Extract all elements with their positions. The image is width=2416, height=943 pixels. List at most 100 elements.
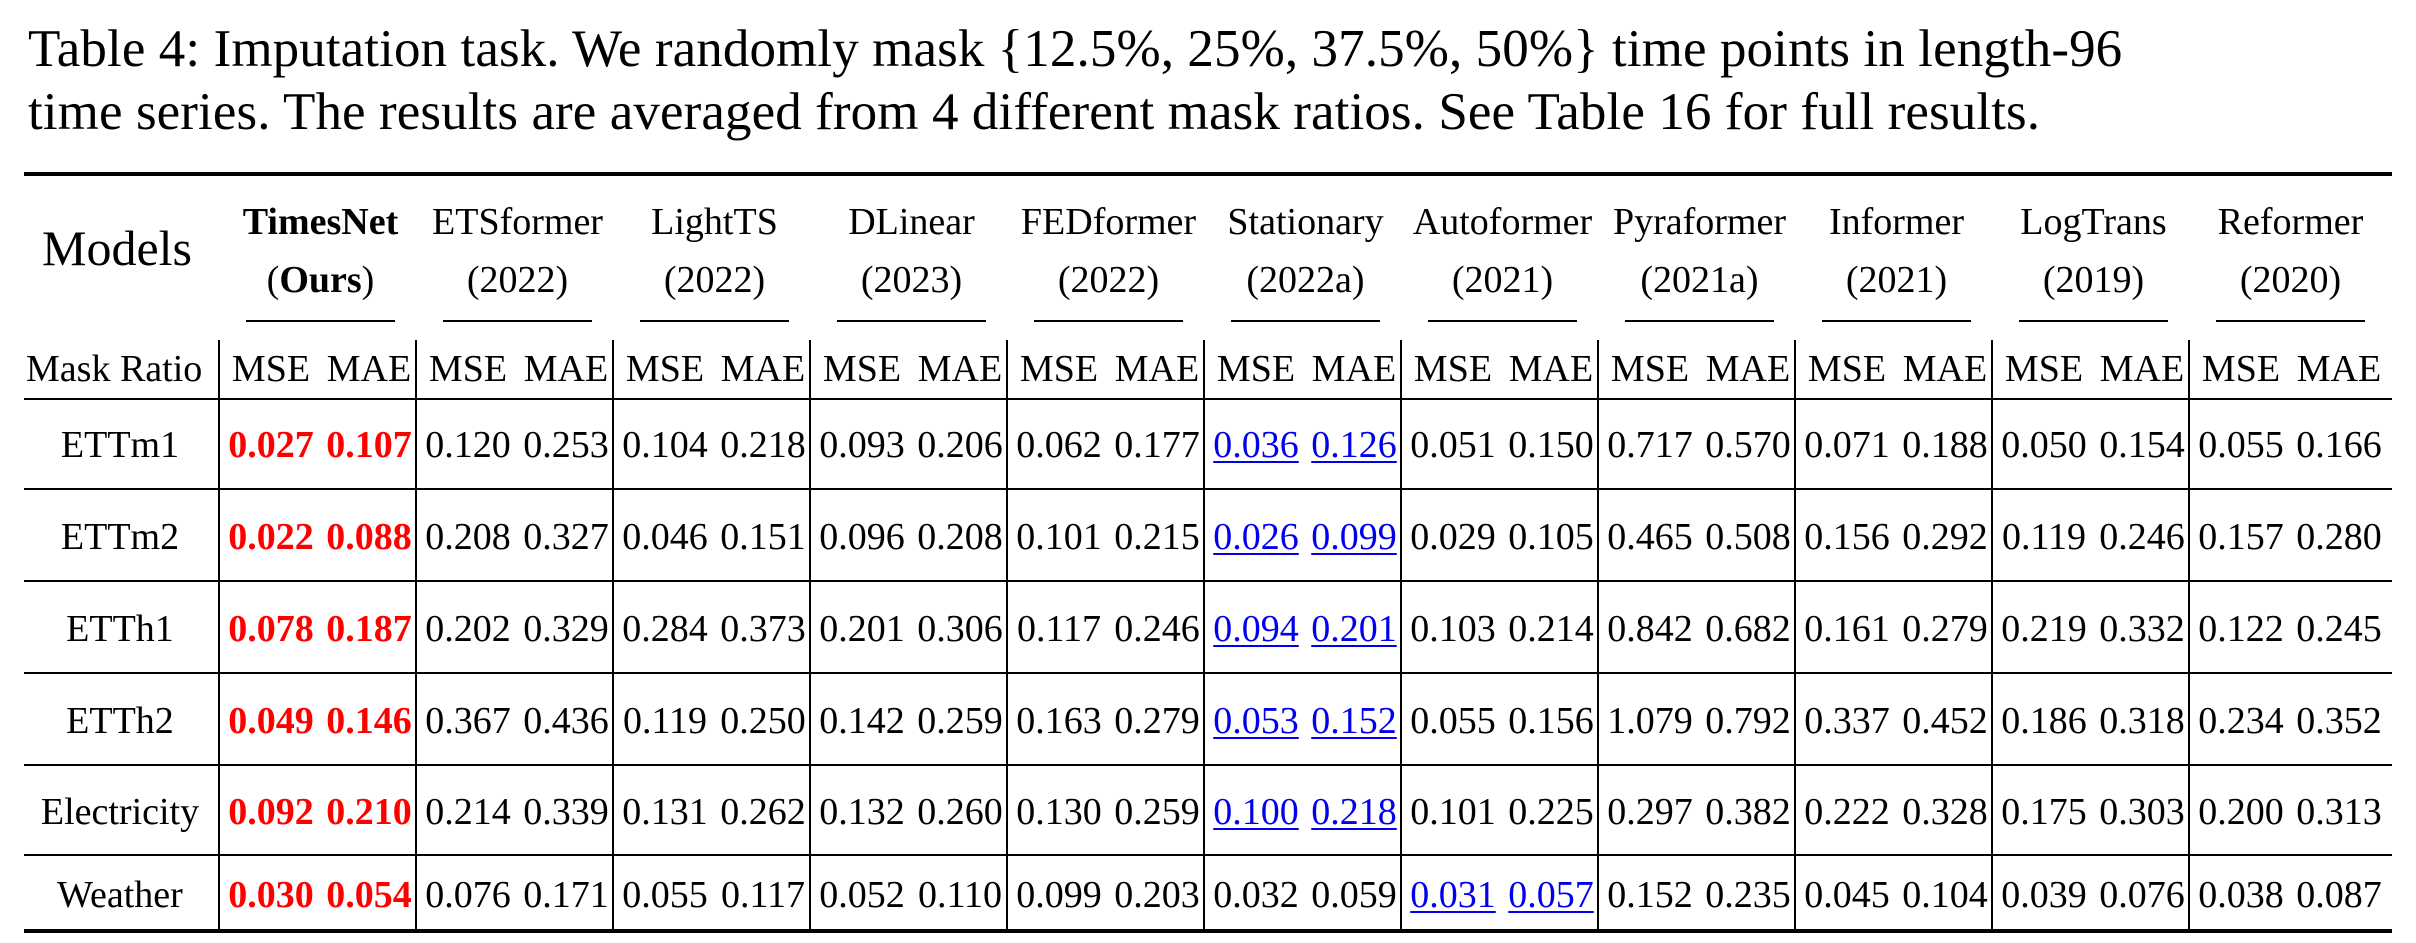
model-name-informer: Informer [1828, 201, 1965, 243]
table-cell: 0.031 [1410, 873, 1496, 916]
metric-header-mae: MAE [1705, 348, 1791, 390]
metric-header-mae: MAE [1508, 348, 1594, 390]
table-cell: 0.078 [228, 608, 314, 650]
table-cell: 0.154 [2099, 424, 2185, 466]
row-rule [24, 854, 2392, 856]
column-separator [1991, 340, 1993, 929]
metric-header-mse: MSE [1216, 348, 1296, 390]
table-cell: 0.367 [425, 700, 511, 742]
table-cell: 0.030 [228, 873, 314, 916]
table-cell: 0.202 [425, 608, 511, 650]
table-cell: 0.053 [1213, 700, 1299, 742]
mask-ratio-label: Mask Ratio [26, 348, 203, 390]
table-cell: 0.842 [1607, 608, 1693, 650]
metric-header-mae: MAE [2099, 348, 2185, 390]
column-separator [1597, 340, 1599, 929]
table-cell: 0.246 [1114, 608, 1200, 650]
table-cell: 0.039 [2001, 873, 2087, 916]
table-cell: 0.050 [2001, 424, 2087, 466]
table-cell: 0.157 [2198, 516, 2284, 558]
table-cell: 0.152 [1311, 700, 1397, 742]
dataset-label: ETTh1 [66, 608, 174, 650]
table-cell: 0.250 [720, 700, 806, 742]
table-cell: 0.245 [2296, 608, 2382, 650]
table-cell: 0.327 [523, 516, 609, 558]
table-cell: 0.200 [2198, 791, 2284, 833]
table-cell: 0.352 [2296, 700, 2382, 742]
metric-header-mse: MSE [1019, 348, 1099, 390]
metric-header-mse: MSE [231, 348, 311, 390]
table-cell: 0.682 [1705, 608, 1791, 650]
table-cell: 0.119 [622, 700, 708, 742]
table-cell: 0.161 [1804, 608, 1890, 650]
table-cell: 0.452 [1902, 700, 1988, 742]
table-cell: 0.057 [1508, 873, 1594, 916]
table-cell: 0.151 [720, 516, 806, 558]
ours-label: Ours [279, 259, 362, 301]
table-cell: 0.032 [1213, 873, 1299, 916]
table-cell: 0.188 [1902, 424, 1988, 466]
table-cell: 0.156 [1508, 700, 1594, 742]
dataset-label: ETTh2 [66, 700, 174, 742]
table-cell: 0.076 [2099, 873, 2185, 916]
table-cell: 0.337 [1804, 700, 1890, 742]
table-cell: 0.297 [1607, 791, 1693, 833]
table-cell: 0.214 [425, 791, 511, 833]
table-cell: 0.029 [1410, 516, 1496, 558]
table-cell: 0.246 [2099, 516, 2185, 558]
caption-line-1: Table 4: Imputation task. We randomly ma… [28, 20, 2123, 78]
table-cell: 0.156 [1804, 516, 1890, 558]
table-cell: 0.110 [917, 873, 1003, 916]
table-cell: 0.186 [2001, 700, 2087, 742]
table-cell: 0.208 [425, 516, 511, 558]
table-cell: 0.570 [1705, 424, 1791, 466]
table-cell: 0.222 [1804, 791, 1890, 833]
table-cell: 0.329 [523, 608, 609, 650]
table-cell: 0.339 [523, 791, 609, 833]
model-header-underline [246, 320, 395, 322]
table-cell: 0.792 [1705, 700, 1791, 742]
table-cell: 0.054 [326, 873, 412, 916]
metric-header-mse: MSE [428, 348, 508, 390]
table-cell: 0.280 [2296, 516, 2382, 558]
table-cell: 0.214 [1508, 608, 1594, 650]
table-cell: 0.117 [720, 873, 806, 916]
table-cell: 0.373 [720, 608, 806, 650]
model-year-lightts: (2022) [663, 259, 766, 301]
table-cell: 0.026 [1213, 516, 1299, 558]
table-cell: 0.201 [1311, 608, 1397, 650]
table-cell: 0.171 [523, 873, 609, 916]
table-cell: 0.045 [1804, 873, 1890, 916]
model-name-dlinear: DLinear [848, 201, 975, 243]
model-header-underline [1822, 320, 1971, 322]
caption-line-2: time series. The results are averaged fr… [28, 83, 2041, 141]
column-separator [612, 340, 614, 929]
table-cell: 0.096 [819, 516, 905, 558]
table-cell: 0.049 [228, 700, 314, 742]
model-name-etsformer: ETSformer [432, 201, 603, 243]
table-cell: 0.234 [2198, 700, 2284, 742]
model-header-underline [640, 320, 789, 322]
row-rule [24, 488, 2392, 490]
model-name-reformer: Reformer [2217, 201, 2364, 243]
row-rule [24, 672, 2392, 674]
model-year-timesnet: (Ours) [266, 259, 375, 301]
table-cell: 0.062 [1016, 424, 1102, 466]
table-cell: 0.100 [1213, 791, 1299, 833]
metric-header-mae: MAE [1114, 348, 1200, 390]
table-cell: 0.225 [1508, 791, 1594, 833]
table-cell: 0.130 [1016, 791, 1102, 833]
dataset-label: Electricity [40, 791, 200, 833]
column-separator [218, 340, 220, 929]
table-cell: 0.099 [1016, 873, 1102, 916]
table-cell: 0.027 [228, 424, 314, 466]
column-separator [809, 340, 811, 929]
metric-header-mse: MSE [1610, 348, 1690, 390]
table-cell: 1.079 [1607, 700, 1693, 742]
top-rule [24, 172, 2392, 176]
table-cell: 0.150 [1508, 424, 1594, 466]
table-cell: 0.105 [1508, 516, 1594, 558]
metric-header-mae: MAE [917, 348, 1003, 390]
table-cell: 0.436 [523, 700, 609, 742]
table-cell: 0.022 [228, 516, 314, 558]
